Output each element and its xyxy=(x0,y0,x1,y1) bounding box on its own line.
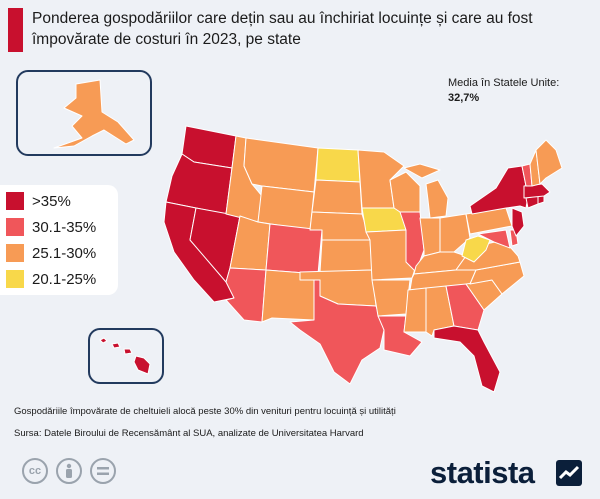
state-AR xyxy=(371,279,411,317)
median-value: 32,7% xyxy=(448,92,480,104)
alaska-inset-frame xyxy=(16,70,152,156)
legend: >35% 30.1-35% 25.1-30% 20.1-25% xyxy=(0,185,118,295)
hawaii-inset-frame xyxy=(88,328,164,384)
definition-note: Gospodăriile împovărate de cheltuieli al… xyxy=(14,406,396,417)
state-ND xyxy=(315,147,361,183)
state-MS xyxy=(403,287,427,333)
by-icon xyxy=(56,458,82,484)
legend-label: 25.1-30% xyxy=(32,244,97,262)
state-CO xyxy=(265,223,323,275)
legend-label: 30.1-35% xyxy=(32,218,97,236)
state-ME xyxy=(535,139,563,185)
legend-label: >35% xyxy=(32,192,71,210)
source-note: Sursa: Datele Biroului de Recensământ al… xyxy=(14,428,364,439)
legend-swatch xyxy=(6,244,24,262)
state-MD xyxy=(477,229,511,249)
state-AZ xyxy=(225,267,267,323)
state-SD xyxy=(311,179,363,215)
state-HI xyxy=(99,337,151,375)
state-MI xyxy=(403,163,449,219)
legend-swatch xyxy=(6,192,24,210)
state-MT xyxy=(243,137,319,193)
legend-item: >35% xyxy=(6,191,71,211)
title-accent-bar xyxy=(8,8,23,52)
state-GA xyxy=(445,283,485,331)
legend-swatch xyxy=(6,270,24,288)
state-WV xyxy=(461,235,491,263)
state-AK xyxy=(53,79,135,149)
statista-logo-text: statista xyxy=(430,455,535,490)
state-TX xyxy=(289,279,385,385)
median-label: Media în Statele Unite: xyxy=(448,77,560,89)
state-WI xyxy=(389,171,421,213)
state-RI xyxy=(537,195,545,205)
legend-item: 30.1-35% xyxy=(6,217,96,237)
nd-icon xyxy=(90,458,116,484)
page-title: Ponderea gospodăriilor care dețin sau au… xyxy=(32,10,533,48)
state-FL xyxy=(433,325,501,393)
state-NY xyxy=(469,165,529,215)
cc-icon: cc xyxy=(22,458,48,484)
legend-label: 20.1-25% xyxy=(32,270,97,288)
legend-item: 20.1-25% xyxy=(6,269,96,289)
legend-swatch xyxy=(6,218,24,236)
state-NJ xyxy=(511,207,525,237)
median-note: Media în Statele Unite: 32,7% xyxy=(448,76,559,106)
statista-logo-icon xyxy=(556,460,582,486)
state-KS xyxy=(319,239,373,273)
legend-item: 25.1-30% xyxy=(6,243,96,263)
state-OH xyxy=(439,213,471,253)
